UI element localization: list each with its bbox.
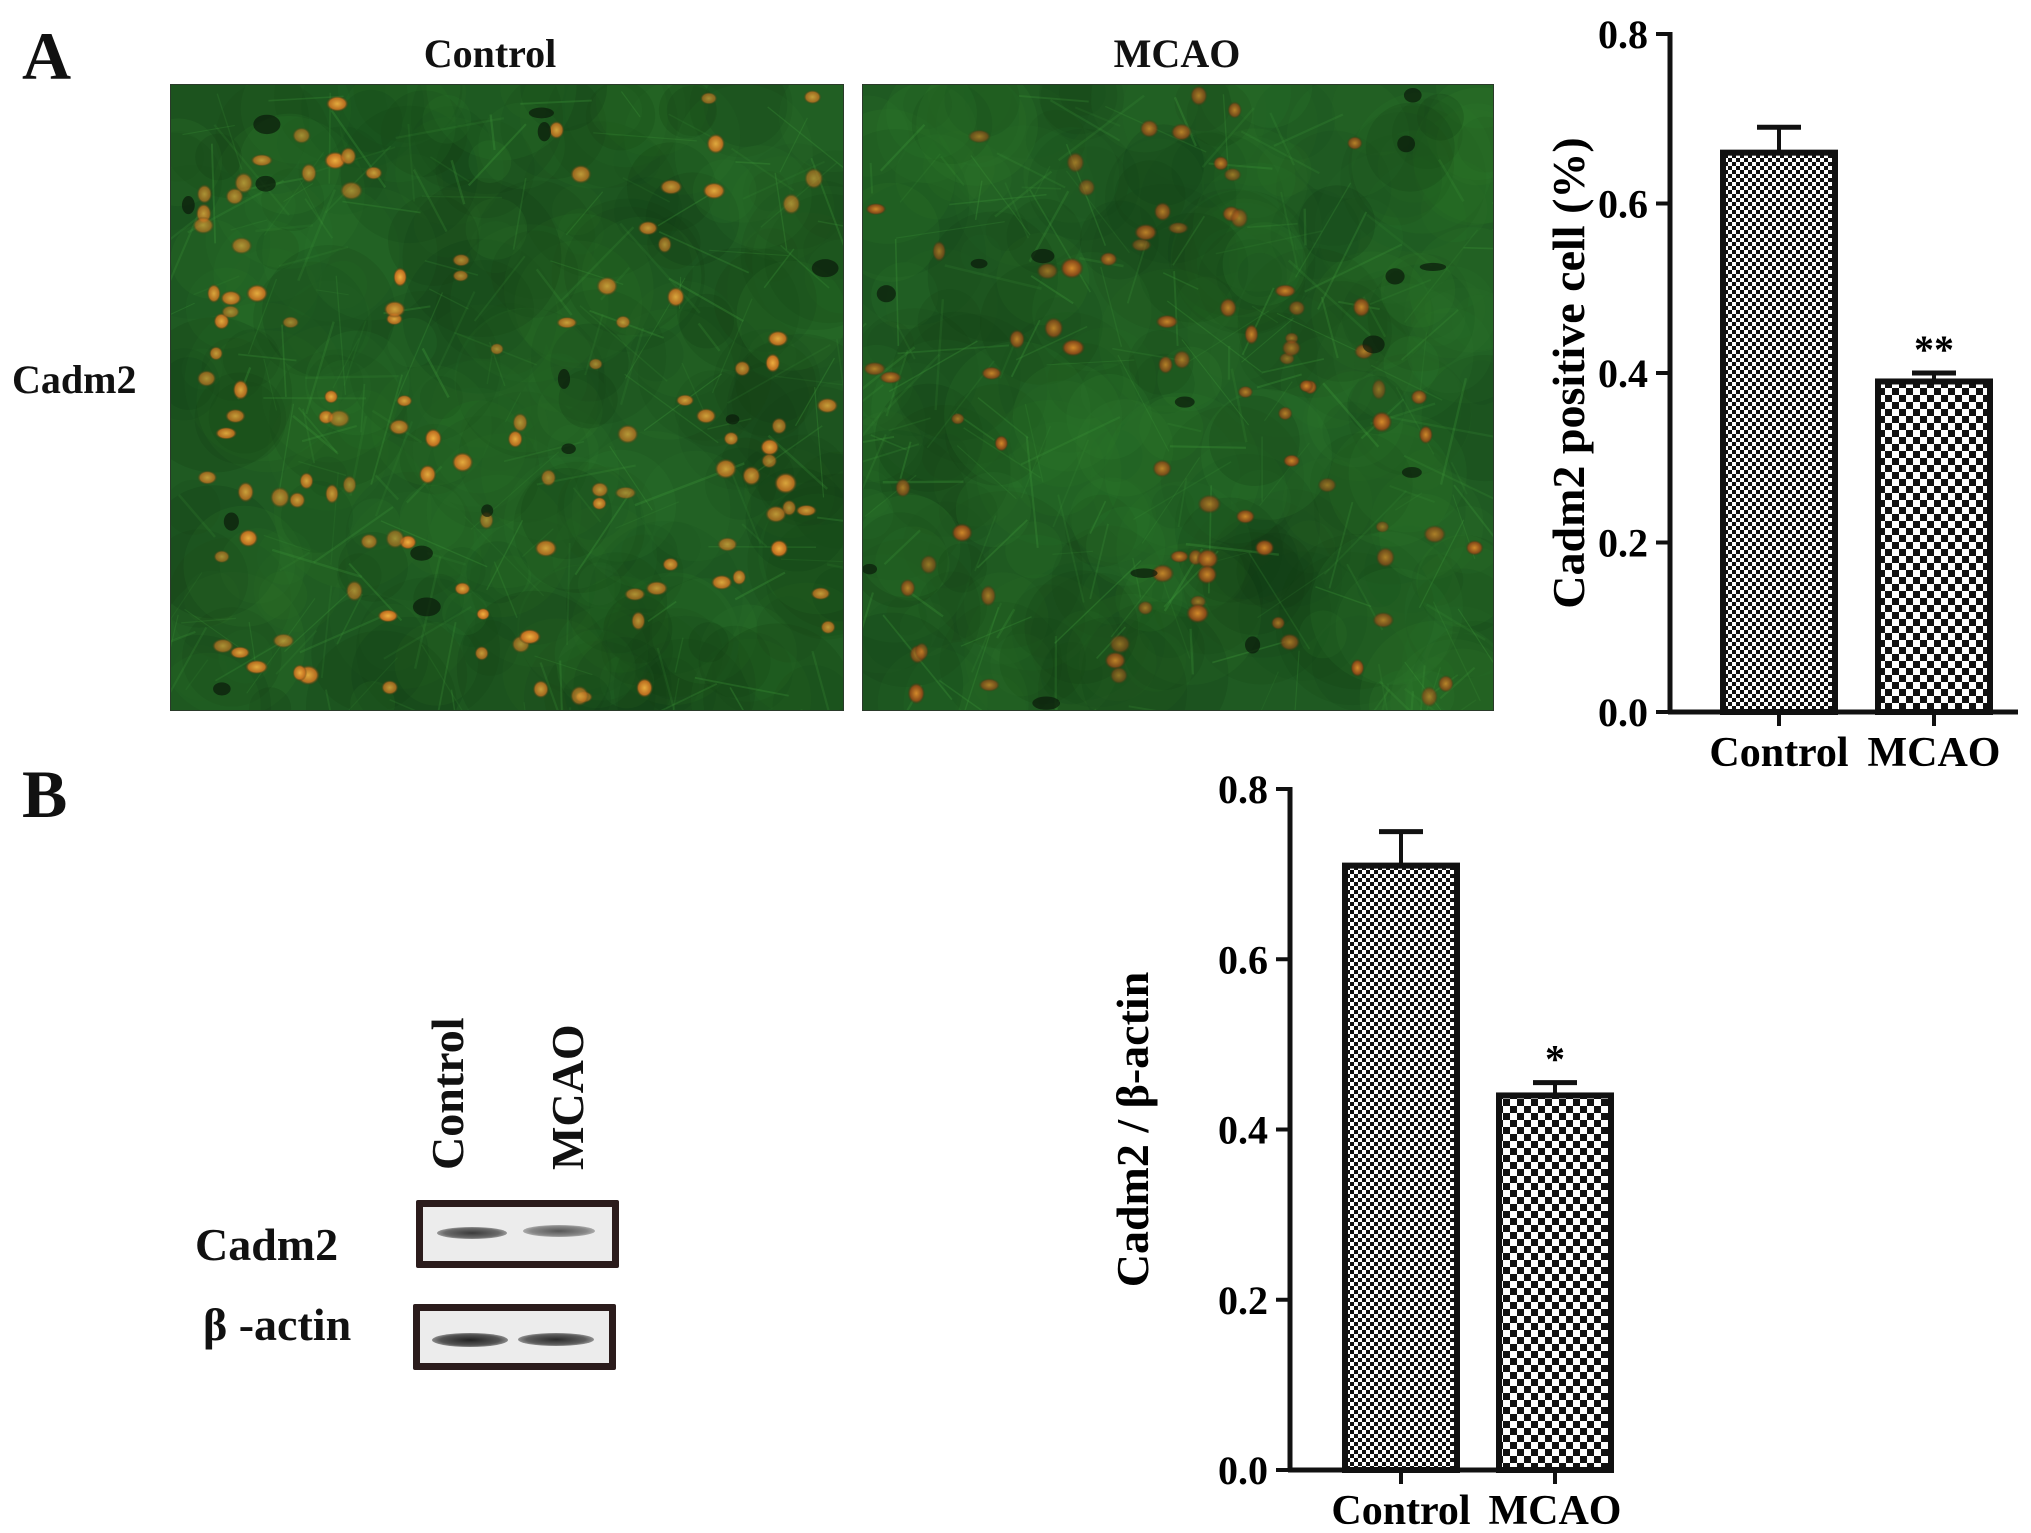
blot-lane-label-control: Control [422, 1017, 473, 1171]
blot-row-label-beta-actin: β -actin [203, 1299, 352, 1350]
band-cadm2-control [437, 1227, 507, 1239]
x-tick-label: MCAO [1489, 1488, 1622, 1533]
chart-b: Cadm2 / β-actin 0.0 0.2 0.4 0.6 0.8 Control MCA… [1107, 770, 1622, 1533]
chart-a: Cadm2 positive cell (%) 0.0 0.2 0.4 0.6 0.8 Co… [1543, 12, 2018, 776]
micrograph-control-image [171, 85, 843, 710]
blot-lane-label-mcao: MCAO [542, 1024, 593, 1170]
panel-b-letter: B [22, 756, 68, 832]
x-tick-label: Control [1709, 730, 1848, 776]
row-label-cadm2: Cadm2 [12, 357, 137, 402]
column-title-mcao: MCAO [1113, 31, 1241, 76]
y-tick-label: 0.6 [1218, 937, 1268, 982]
band-actin-control [432, 1333, 508, 1347]
column-title-control: Control [423, 31, 557, 76]
significance-marker: ** [1914, 327, 1954, 372]
y-tick-label: 0.0 [1598, 690, 1648, 735]
micrograph-mcao-image [863, 85, 1493, 710]
y-axis-label: Cadm2 / β-actin [1107, 972, 1158, 1288]
y-tick-label: 0.4 [1598, 351, 1648, 396]
blot-row-label-cadm2: Cadm2 [195, 1219, 339, 1270]
bar-control [1720, 149, 1838, 715]
bar-control [1342, 862, 1460, 1474]
micrograph-control [170, 84, 844, 711]
x-tick-label: MCAO [1868, 730, 2001, 776]
blot-strip-beta-actin [413, 1304, 616, 1370]
micrograph-mcao [862, 84, 1494, 711]
blot-strip-cadm2 [416, 1200, 619, 1268]
x-tick-label: Control [1331, 1488, 1470, 1533]
y-tick-label: 0.6 [1598, 182, 1648, 227]
panel-a-letter: A [22, 18, 72, 94]
significance-marker: * [1545, 1037, 1565, 1082]
bar-mcao [1496, 1092, 1614, 1473]
y-tick-label: 0.0 [1218, 1448, 1268, 1493]
y-tick-label: 0.2 [1218, 1278, 1268, 1323]
y-tick-label: 0.8 [1598, 12, 1648, 57]
y-tick-label: 0.2 [1598, 521, 1648, 566]
y-tick-label: 0.4 [1218, 1108, 1268, 1153]
band-cadm2-mcao [523, 1225, 595, 1237]
bar-mcao [1875, 378, 1993, 715]
y-tick-label: 0.8 [1218, 770, 1268, 812]
y-axis-label: Cadm2 positive cell (%) [1543, 137, 1594, 608]
band-actin-mcao [518, 1333, 594, 1346]
